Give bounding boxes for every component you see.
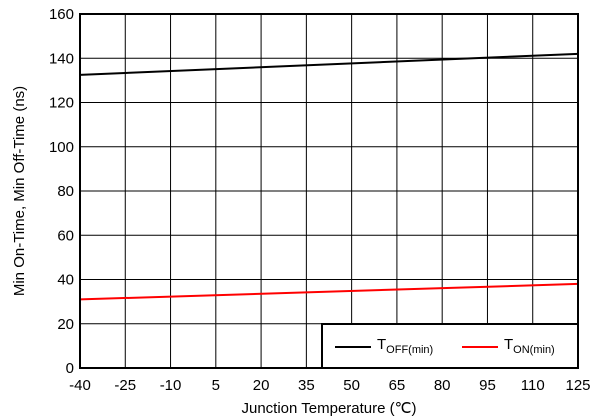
- x-tick-label: -10: [160, 377, 182, 394]
- y-tick-label: 20: [57, 316, 74, 333]
- x-tick-label: 125: [565, 377, 590, 394]
- y-tick-label: 120: [49, 95, 74, 112]
- x-tick-label: 50: [343, 377, 360, 394]
- legend-label-0: TOFF(min): [377, 336, 433, 356]
- y-tick-label: 60: [57, 227, 74, 244]
- y-tick-labels: 0 20 40 60 80 100 120 140 160: [49, 6, 74, 377]
- x-tick-label: -40: [69, 377, 91, 394]
- x-tick-label: 95: [479, 377, 496, 394]
- x-tick-label: 5: [212, 377, 220, 394]
- grid: [79, 13, 579, 369]
- x-tick-label: 80: [434, 377, 451, 394]
- y-tick-label: 160: [49, 6, 74, 23]
- x-tick-label: 110: [521, 377, 545, 394]
- legend: TOFF(min) TON(min): [321, 323, 579, 369]
- x-tick-label: 65: [389, 377, 406, 394]
- y-tick-label: 80: [57, 183, 74, 200]
- x-tick-label: -25: [114, 377, 136, 394]
- y-tick-label: 100: [49, 139, 74, 156]
- x-tick-labels: -40 -25 -10 5 20 35 50 65 80 95 110 125: [69, 377, 590, 394]
- y-tick-label: 0: [66, 360, 74, 377]
- series-line-1: [79, 282, 579, 301]
- series-layer: [79, 52, 579, 301]
- series-line-0: [79, 52, 579, 76]
- y-tick-label: 40: [57, 272, 74, 289]
- y-tick-label: 140: [49, 50, 74, 67]
- x-tick-label: 20: [253, 377, 270, 394]
- x-axis-title: Junction Temperature (℃): [242, 400, 417, 417]
- y-axis-title: Min On-Time, Min Off-Time (ns): [11, 86, 28, 296]
- x-tick-label: 35: [298, 377, 315, 394]
- legend-label-1: TON(min): [504, 336, 555, 356]
